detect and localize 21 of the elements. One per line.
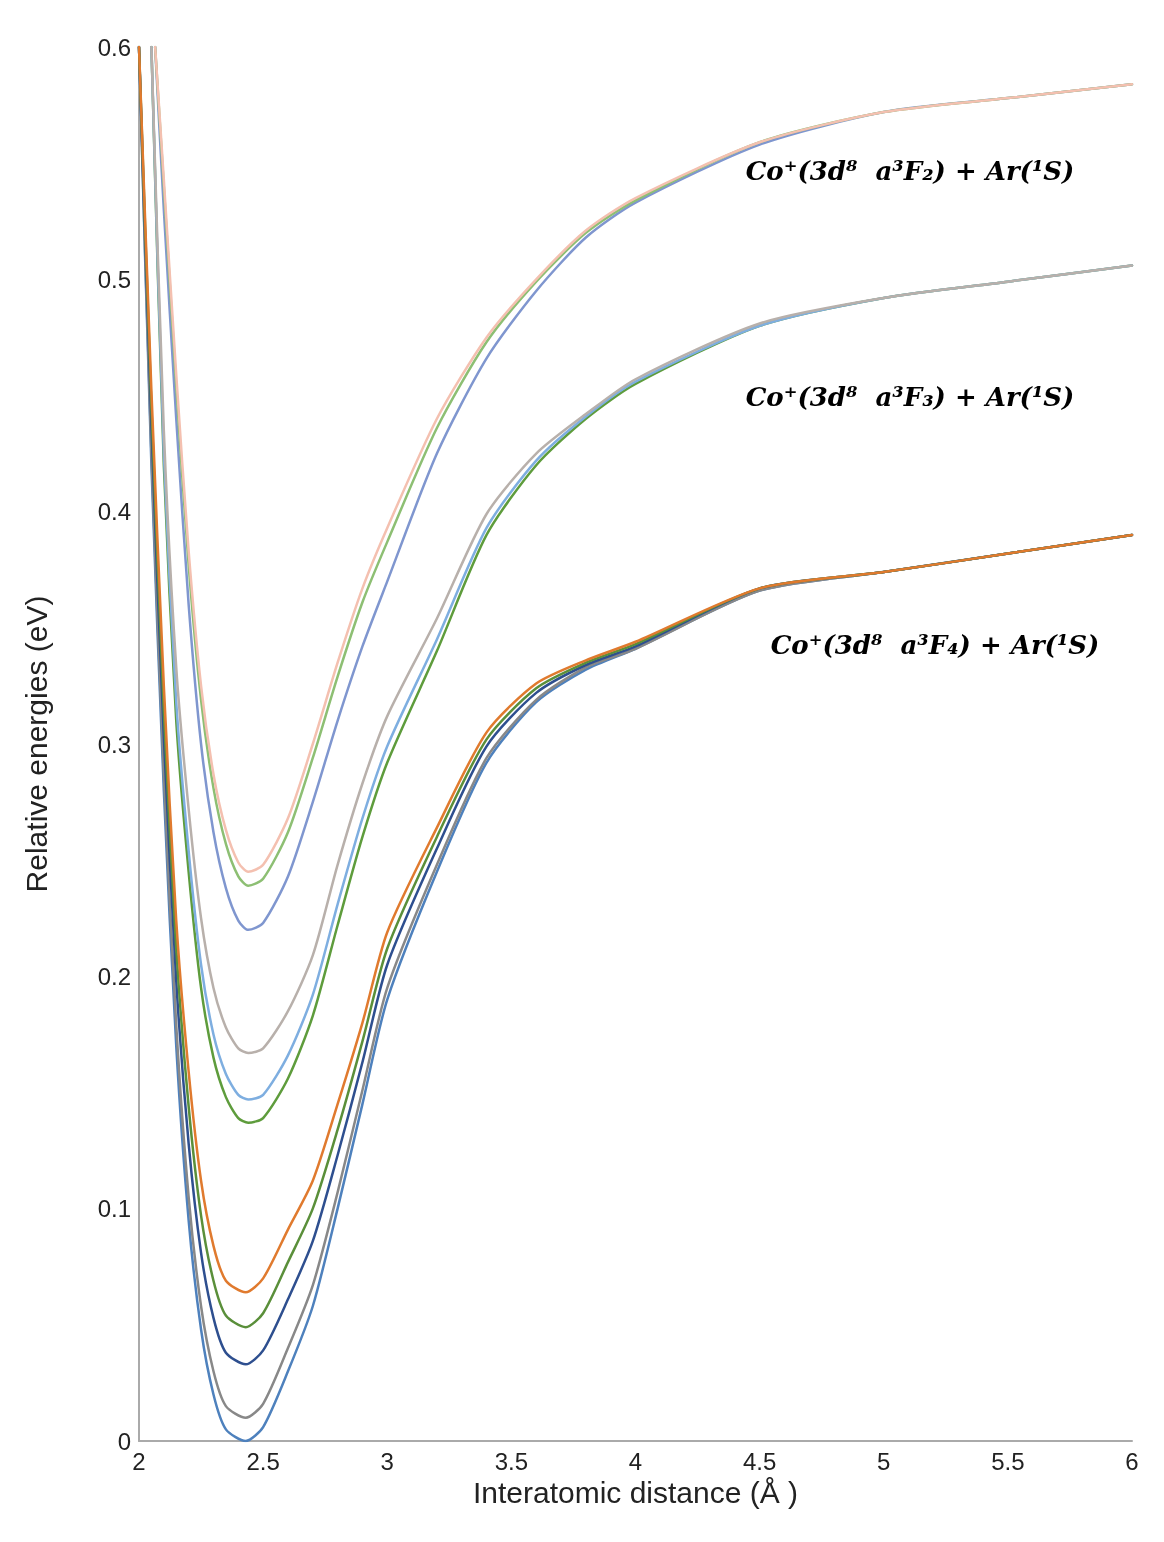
y-tick-label: 0.2 <box>97 962 131 990</box>
x-tick-label: 2.5 <box>246 1447 280 1475</box>
y-tick-label: 0 <box>117 1427 131 1455</box>
x-tick-label: 2 <box>132 1447 146 1475</box>
x-axis-title: Interatomic distance (Å ) <box>472 1476 799 1510</box>
x-tick-label: 4 <box>628 1447 643 1475</box>
annotation: Co⁺(3d⁸ a³F₄) + Ar(¹S) <box>770 630 1100 660</box>
x-tick-label: 5 <box>877 1447 891 1475</box>
y-tick-label: 0.1 <box>97 1195 131 1223</box>
x-tick-label: 5.5 <box>991 1447 1025 1475</box>
y-tick-label: 0.3 <box>97 730 131 758</box>
x-tick-label: 4.5 <box>742 1447 777 1475</box>
y-axis-title: Relative energies (eV) <box>19 595 53 893</box>
y-tick-label: 0.6 <box>97 33 131 61</box>
y-tick-label: 0.4 <box>97 498 131 526</box>
annotation: Co⁺(3d⁸ a³F₃) + Ar(¹S) <box>745 382 1075 412</box>
x-tick-label: 3.5 <box>494 1447 529 1475</box>
x-tick-label: 6 <box>1125 1447 1139 1475</box>
y-tick-label: 0.5 <box>97 265 131 293</box>
annotation: Co⁺(3d⁸ a³F₂) + Ar(¹S) <box>745 156 1075 186</box>
x-tick-label: 3 <box>380 1447 394 1475</box>
